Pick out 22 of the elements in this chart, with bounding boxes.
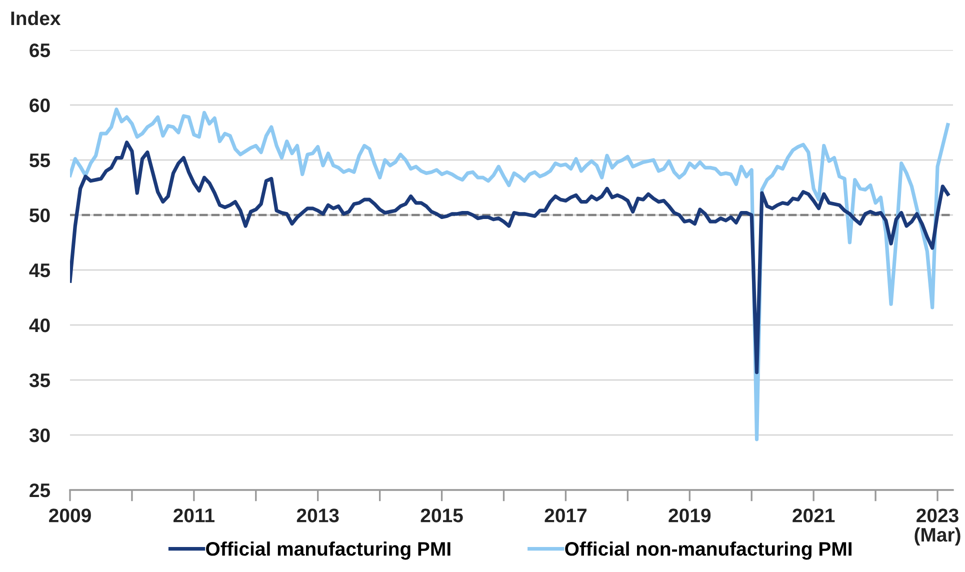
x-tick-label: 2023 [916, 508, 958, 522]
y-tick-label: 35 [29, 373, 50, 388]
legend-label: Official manufacturing PMI [206, 542, 450, 560]
y-tick-label: 40 [29, 318, 50, 332]
x-tick-label: 2017 [544, 508, 586, 522]
x-tick-label: 2011 [174, 508, 214, 522]
y-axis-title: Index [11, 10, 61, 26]
text: (Mar) [914, 527, 960, 546]
y-tick-label: 60 [30, 98, 50, 112]
x-tick-label: 2013 [296, 508, 339, 522]
line-series [70, 140, 950, 374]
legend-label: Official non-manufacturing PMI [565, 542, 852, 560]
x-tick-label: 2019 [668, 508, 711, 522]
x-tick-label: 2021 [792, 508, 835, 522]
x-tick-label: 2009 [49, 508, 91, 522]
y-tick-label: 55 [30, 154, 50, 168]
y-tick-label: 65 [30, 43, 50, 58]
y-tick-label: 50 [30, 208, 50, 222]
y-tick-label: 45 [29, 264, 50, 278]
y-tick-label: 30 [29, 428, 50, 442]
y-tick-label: 25 [30, 483, 50, 498]
x-tick-label: 2015 [420, 508, 463, 522]
